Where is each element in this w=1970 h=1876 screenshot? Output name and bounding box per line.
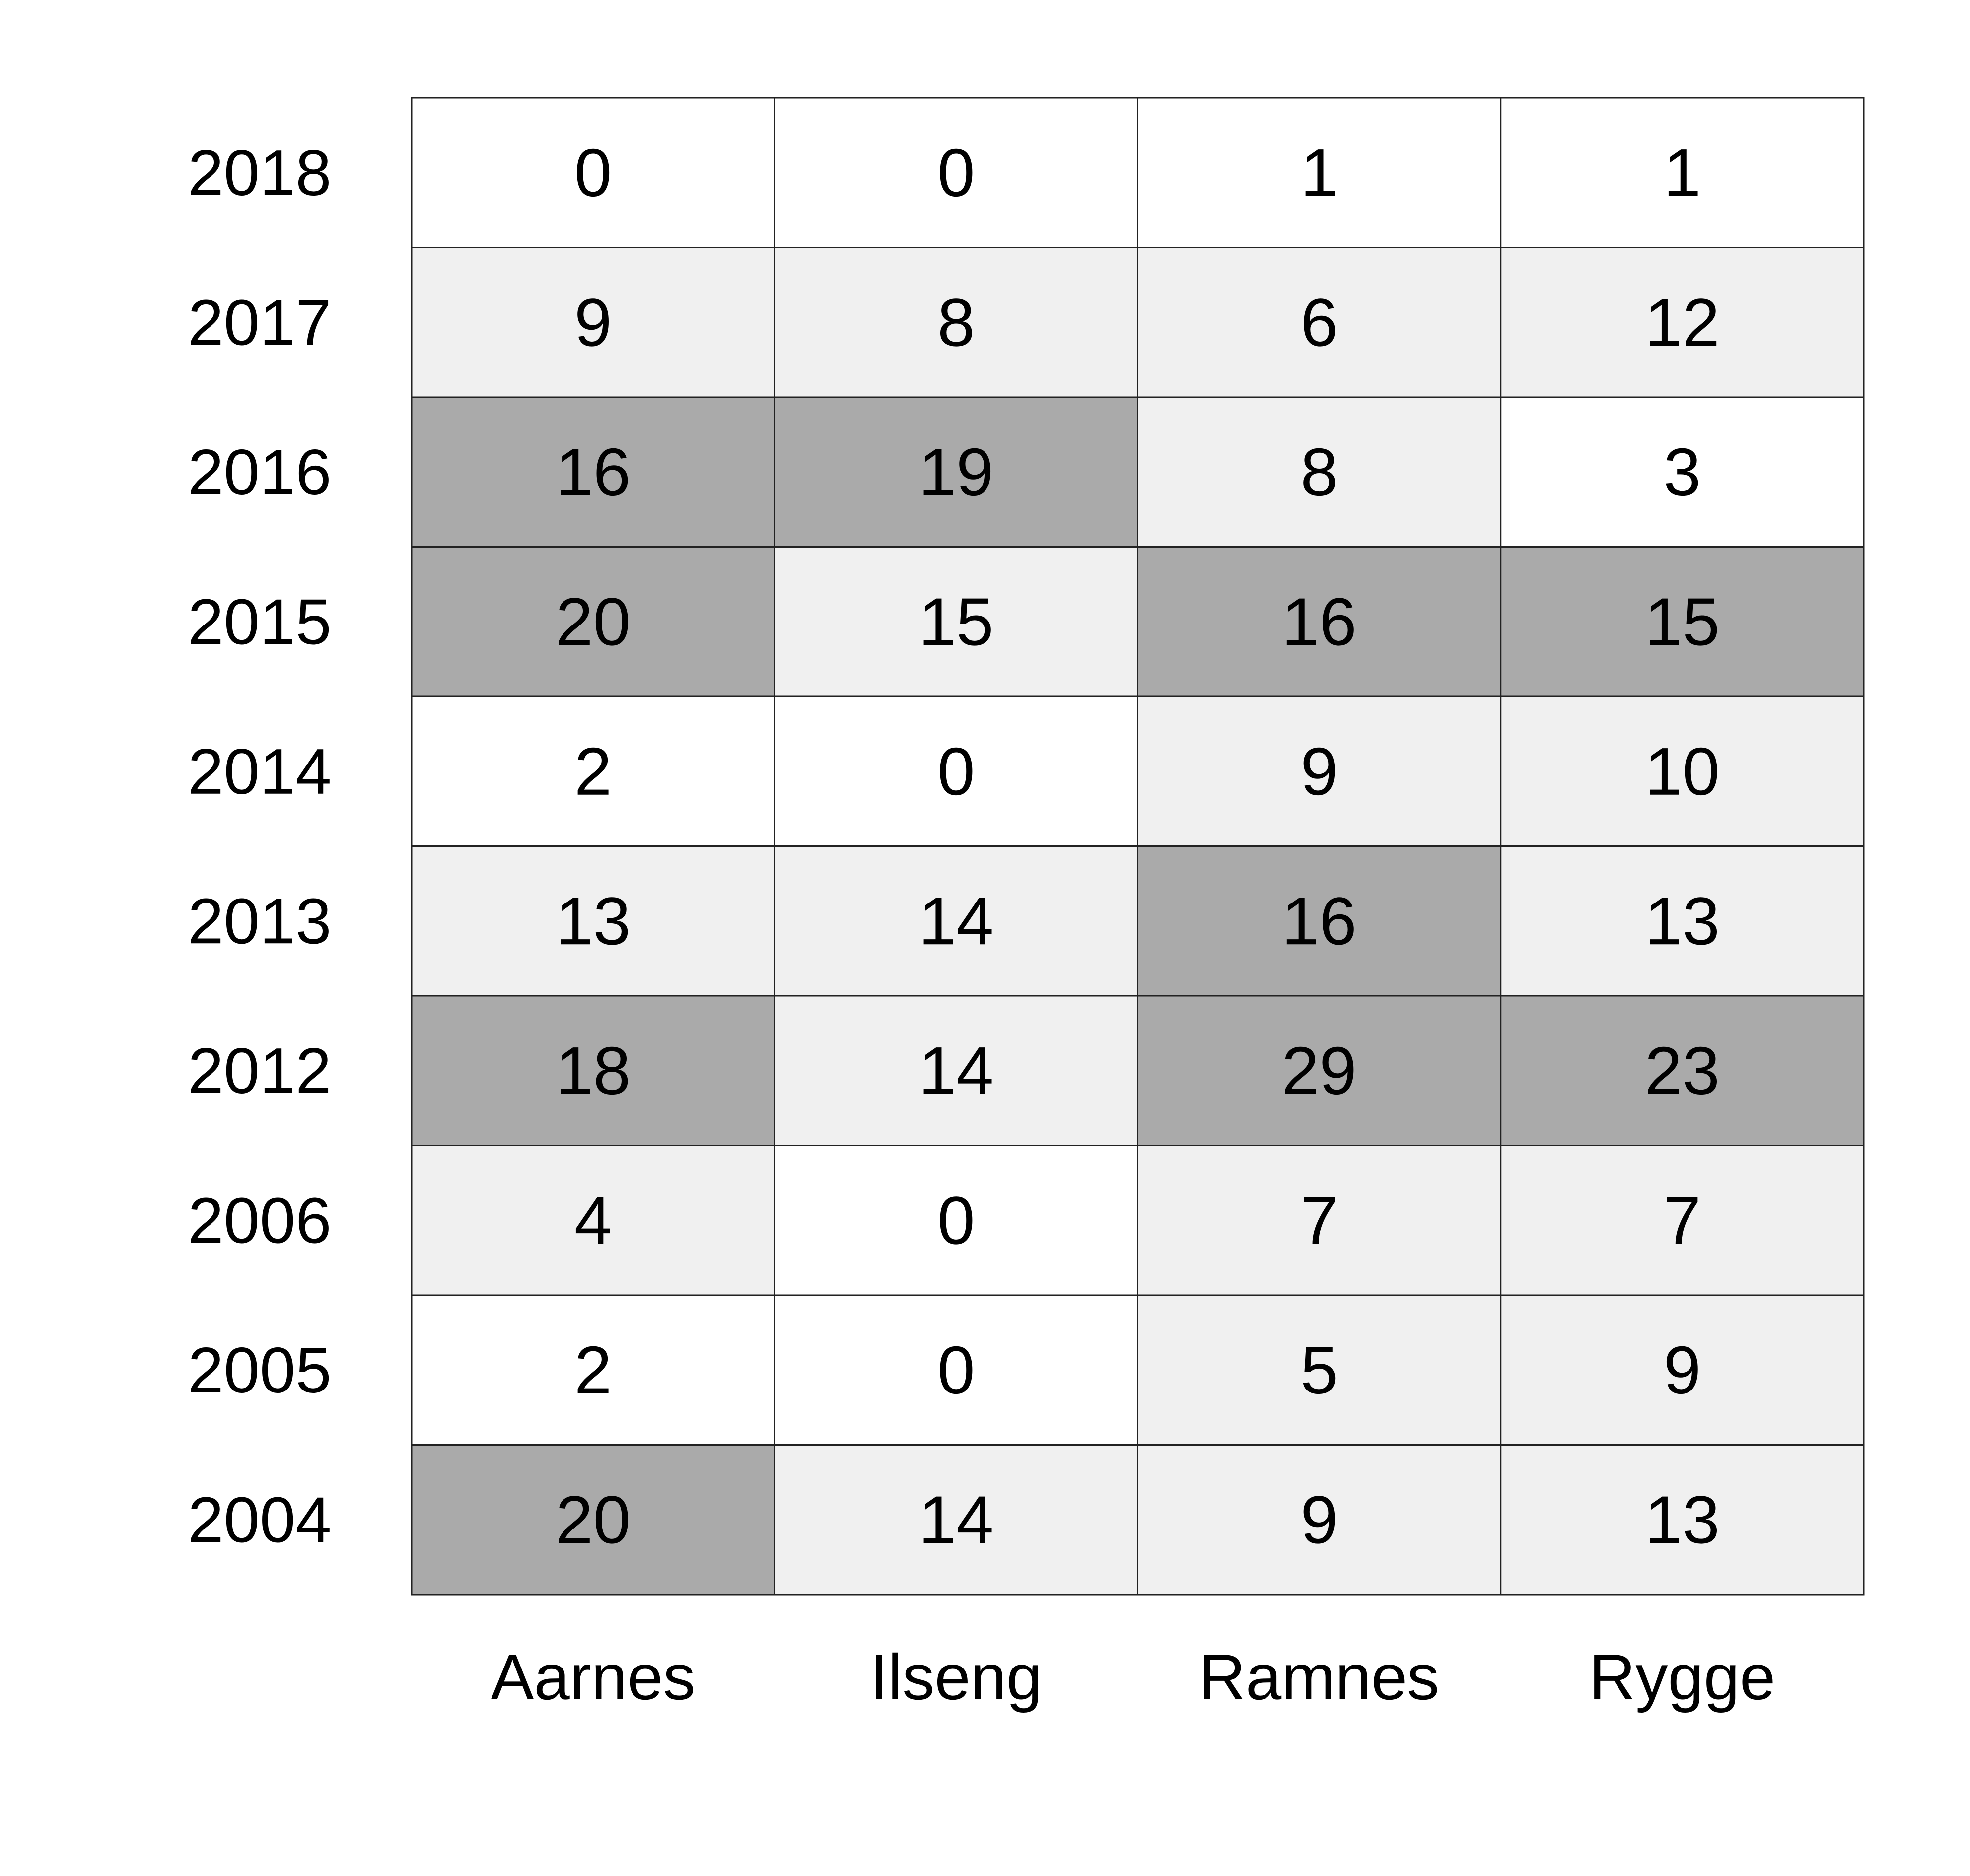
cell-value-2006-ilseng: 0 xyxy=(937,1182,975,1258)
cell-value-2014-ramnes: 9 xyxy=(1300,734,1338,809)
cell-value-2006-ramnes: 7 xyxy=(1300,1182,1338,1258)
cell-value-2014-aarnes: 2 xyxy=(574,734,612,809)
heatmap-cell-2005-rygge xyxy=(1500,1294,1865,1446)
cell-value-2013-rygge: 13 xyxy=(1645,883,1720,959)
heatmap-cell-2013-rygge xyxy=(1500,845,1865,997)
heatmap-cell-2018-ramnes xyxy=(1137,97,1502,248)
cell-value-2005-aarnes: 2 xyxy=(574,1332,612,1408)
row-label-2004: 2004 xyxy=(188,1483,331,1556)
cell-value-2018-ramnes: 1 xyxy=(1300,135,1338,210)
row-label-2012: 2012 xyxy=(188,1035,331,1107)
heatmap-cell-2005-ilseng xyxy=(774,1294,1138,1446)
heatmap-cell-2015-rygge xyxy=(1500,546,1865,697)
cell-value-2005-rygge: 9 xyxy=(1664,1332,1701,1408)
cell-value-2014-rygge: 10 xyxy=(1645,734,1720,809)
cell-value-2004-aarnes: 20 xyxy=(556,1482,631,1557)
cell-value-2013-ramnes: 16 xyxy=(1281,883,1356,959)
heatmap-cell-2016-rygge xyxy=(1500,396,1865,548)
cell-value-2016-aarnes: 16 xyxy=(556,434,631,510)
heatmap-cell-2014-ramnes xyxy=(1137,695,1502,847)
row-label-2013: 2013 xyxy=(188,885,331,957)
heatmap-cell-2013-ramnes xyxy=(1137,845,1502,997)
heatmap-cell-2005-ramnes xyxy=(1137,1294,1502,1446)
heatmap-cell-2018-aarnes xyxy=(411,97,775,248)
cell-value-2015-ilseng: 15 xyxy=(918,584,993,659)
column-label-rygge: Rygge xyxy=(1589,1641,1775,1713)
row-label-2014: 2014 xyxy=(188,735,331,808)
cell-value-2004-ilseng: 14 xyxy=(918,1482,993,1557)
cell-value-2018-ilseng: 0 xyxy=(937,135,975,210)
cell-value-2012-ramnes: 29 xyxy=(1281,1033,1356,1109)
heatmap-cell-2012-aarnes xyxy=(411,995,775,1146)
heatmap-cell-2012-ramnes xyxy=(1137,995,1502,1146)
cell-value-2013-aarnes: 13 xyxy=(556,883,631,959)
cell-value-2014-ilseng: 0 xyxy=(937,734,975,809)
cell-value-2017-ilseng: 8 xyxy=(937,284,975,360)
row-label-2017: 2017 xyxy=(188,286,331,358)
cell-value-2006-aarnes: 4 xyxy=(574,1182,612,1258)
cell-value-2018-aarnes: 0 xyxy=(574,135,612,210)
heatmap-cell-2014-ilseng xyxy=(774,695,1138,847)
heatmap-cell-2015-ilseng xyxy=(774,546,1138,697)
cell-value-2017-rygge: 12 xyxy=(1645,284,1720,360)
row-label-2005: 2005 xyxy=(188,1334,331,1406)
heatmap-cell-2015-ramnes xyxy=(1137,546,1502,697)
cell-value-2005-ilseng: 0 xyxy=(937,1332,975,1408)
cell-value-2016-ramnes: 8 xyxy=(1300,434,1338,510)
cell-value-2016-rygge: 3 xyxy=(1664,434,1701,510)
row-label-2006: 2006 xyxy=(188,1184,331,1256)
heatmap-cell-2012-rygge xyxy=(1500,995,1865,1146)
heatmap-cell-2004-ilseng xyxy=(774,1444,1138,1596)
heatmap-cell-2004-rygge xyxy=(1500,1444,1865,1596)
heatmap-cell-2016-ilseng xyxy=(774,396,1138,548)
heatmap-cell-2004-aarnes xyxy=(411,1444,775,1596)
heatmap-cell-2014-aarnes xyxy=(411,695,775,847)
heatmap-cell-2018-rygge xyxy=(1500,97,1865,248)
column-label-ramnes: Ramnes xyxy=(1199,1641,1439,1713)
cell-value-2018-rygge: 1 xyxy=(1664,135,1701,210)
row-label-2016: 2016 xyxy=(188,436,331,508)
row-label-2018: 2018 xyxy=(188,137,331,209)
heatmap-cell-2015-aarnes xyxy=(411,546,775,697)
heatmap-cell-2006-aarnes xyxy=(411,1145,775,1296)
heatmap-cell-2014-rygge xyxy=(1500,695,1865,847)
cell-value-2012-ilseng: 14 xyxy=(918,1033,993,1109)
heatmap-cell-2004-ramnes xyxy=(1137,1444,1502,1596)
cell-value-2013-ilseng: 14 xyxy=(918,883,993,959)
cell-value-2004-ramnes: 9 xyxy=(1300,1482,1338,1557)
heatmap-cell-2017-ilseng xyxy=(774,247,1138,398)
cell-value-2004-rygge: 13 xyxy=(1645,1482,1720,1557)
cell-value-2015-ramnes: 16 xyxy=(1281,584,1356,659)
heatmap-cell-2017-aarnes xyxy=(411,247,775,398)
row-label-2015: 2015 xyxy=(188,585,331,658)
heatmap-cell-2006-ramnes xyxy=(1137,1145,1502,1296)
cell-value-2016-ilseng: 19 xyxy=(918,434,993,510)
cell-value-2012-aarnes: 18 xyxy=(556,1033,631,1109)
cell-value-2012-rygge: 23 xyxy=(1645,1033,1720,1109)
heatmap-cell-2017-rygge xyxy=(1500,247,1865,398)
cell-value-2017-ramnes: 6 xyxy=(1300,284,1338,360)
cell-value-2005-ramnes: 5 xyxy=(1300,1332,1338,1408)
column-label-ilseng: Ilseng xyxy=(870,1641,1042,1713)
column-label-aarnes: Aarnes xyxy=(491,1641,696,1713)
heatmap-cell-2013-aarnes xyxy=(411,845,775,997)
heatmap-cell-2013-ilseng xyxy=(774,845,1138,997)
heatmap-cell-2018-ilseng xyxy=(774,97,1138,248)
cell-value-2015-aarnes: 20 xyxy=(556,584,631,659)
cell-value-2015-rygge: 15 xyxy=(1645,584,1720,659)
cell-value-2006-rygge: 7 xyxy=(1664,1182,1701,1258)
column-labels: Aarnes Ilseng Ramnes Rygge xyxy=(491,1641,1776,1713)
row-labels: 2018 2017 2016 2015 2014 2013 2012 2006 2005 2004 xyxy=(188,137,331,1556)
cell-value-2017-aarnes: 9 xyxy=(574,284,612,360)
